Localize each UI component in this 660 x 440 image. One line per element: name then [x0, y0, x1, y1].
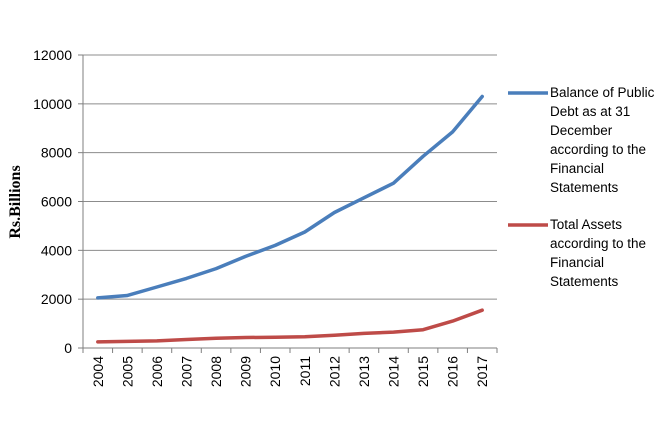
legend-label-1: Debt as at 31 — [550, 104, 630, 119]
x-tick-label: 2005 — [119, 356, 135, 387]
x-tick-label: 2010 — [267, 356, 283, 387]
y-tick-label: 12000 — [33, 47, 72, 63]
legend-label-2: according to the — [550, 236, 646, 251]
x-tick-label: 2013 — [356, 356, 372, 387]
x-tick-label: 2009 — [238, 356, 254, 387]
legend-label-1: according to the — [550, 142, 646, 157]
x-tick-label: 2017 — [474, 356, 490, 387]
legend-label-1: December — [550, 123, 613, 138]
x-tick-label: 2012 — [326, 356, 342, 387]
x-axis-ticks: 2004 2005 2006 2007 2008 2009 2010 2011 2012 2013… — [82, 348, 498, 387]
legend-label-1: Balance of Public — [550, 85, 655, 100]
legend-label-2: Financial — [550, 255, 604, 270]
x-tick-label: 2014 — [386, 356, 402, 387]
x-tick-label: 2011 — [297, 356, 313, 386]
y-tick-label: 6000 — [41, 194, 72, 210]
y-tick-label: 0 — [64, 340, 72, 356]
x-tick-label: 2004 — [90, 356, 106, 387]
x-tick-label: 2007 — [179, 356, 195, 387]
series-lines — [96, 94, 484, 344]
legend-label-2: Total Assets — [550, 217, 622, 232]
legend: Balance of Public Debt as at 31 December ac… — [508, 85, 655, 289]
y-axis-label: Rs.Billions — [7, 165, 24, 238]
legend-label-1: Financial — [550, 161, 604, 176]
legend-label-2: Statements — [550, 274, 619, 289]
x-tick-label: 2006 — [149, 356, 165, 387]
legend-label-1: Statements — [550, 180, 619, 195]
y-tick-label: 10000 — [33, 96, 72, 112]
y-tick-label: 4000 — [41, 242, 72, 258]
x-tick-label: 2015 — [415, 356, 431, 387]
gridlines — [83, 54, 497, 300]
y-axis-ticks: 0 2000 4000 6000 8000 10000 12000 — [33, 47, 83, 356]
y-tick-label: 2000 — [41, 291, 72, 307]
x-tick-label: 2016 — [445, 356, 461, 387]
x-tick-label: 2008 — [208, 356, 224, 387]
series-line-1 — [96, 94, 484, 300]
series-line-2 — [96, 308, 484, 344]
y-tick-label: 8000 — [41, 145, 72, 161]
